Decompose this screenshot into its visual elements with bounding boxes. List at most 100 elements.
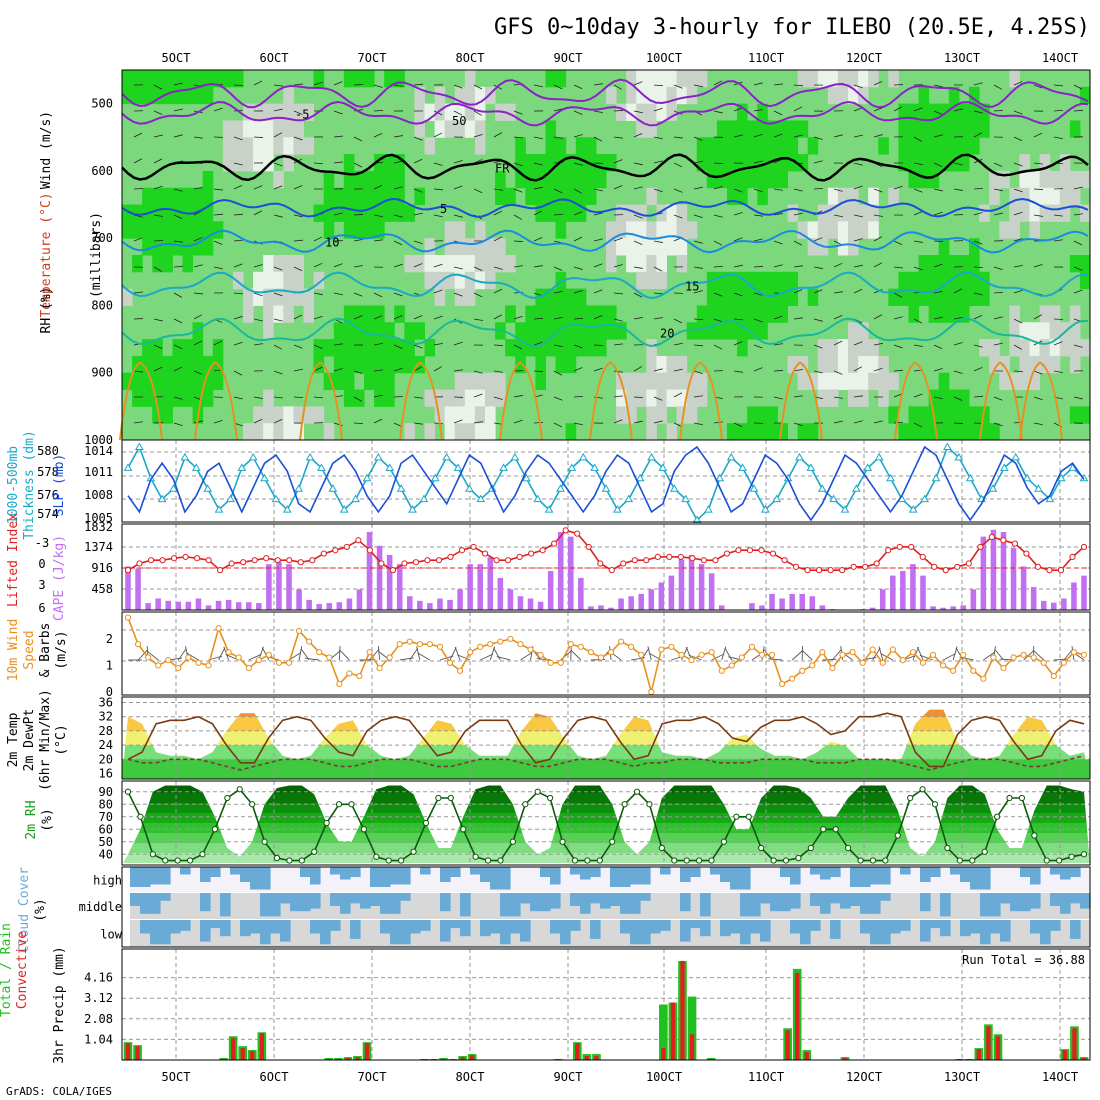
rh-cell: [1029, 372, 1041, 391]
rh-cell: [1039, 187, 1051, 206]
wind-speed-line-point: [597, 654, 605, 661]
rh-cell: [948, 120, 960, 138]
wind-barb: [133, 132, 143, 138]
rh-cell: [616, 406, 627, 424]
cloud-cell: [200, 893, 211, 912]
li-line-point: [804, 567, 811, 574]
y-tick-right: 1014: [84, 444, 113, 458]
wind-barb: [533, 265, 543, 268]
rh-cell: [404, 355, 415, 374]
wind-barb: [373, 239, 383, 242]
rh-cell: [747, 120, 758, 138]
y-tick-right: 1011: [84, 465, 113, 479]
cloud-cell: [260, 893, 271, 917]
li-line-point: [758, 547, 765, 554]
cape-bar: [568, 536, 574, 610]
rh-cell: [273, 406, 284, 424]
rh-cell: [747, 288, 758, 306]
wind-frame: [121, 611, 1091, 696]
rh-cell: [444, 271, 456, 290]
wind-barb: [713, 80, 723, 86]
wind-barb: [1033, 396, 1043, 401]
rh-cell: [384, 355, 395, 374]
wind-barb: [1073, 109, 1084, 112]
cape-bar: [376, 545, 383, 610]
rh-cell: [958, 389, 970, 407]
rh-cell: [364, 187, 375, 206]
wind-barb: [711, 653, 725, 661]
wind-barb: [453, 214, 463, 218]
rh-cell: [626, 238, 637, 256]
wind-barb: [913, 393, 923, 398]
cloud-cell: [650, 920, 661, 934]
wind-speed-line-point: [1040, 659, 1047, 666]
rh-cell: [333, 322, 345, 340]
wind-barb: [433, 132, 443, 138]
rh-line-point: [236, 786, 243, 793]
rh-cell: [364, 305, 375, 323]
rh-cell: [797, 372, 809, 391]
thickness-line-point: [795, 452, 804, 461]
rh-cell: [384, 204, 395, 222]
wind-barb: [493, 132, 503, 138]
wind-barb: [933, 211, 943, 216]
cloud-cell: [390, 920, 401, 945]
wind-barb: [993, 84, 1003, 90]
rh-cell: [283, 137, 294, 155]
wind-barb: [724, 647, 733, 661]
rh-cell: [323, 372, 335, 391]
wind-barb: [573, 162, 583, 166]
rh-cell: [212, 372, 224, 391]
wind-barb: [313, 366, 323, 372]
cloud-cell: [160, 920, 171, 945]
rh-cell: [948, 423, 960, 441]
wind-barb: [173, 240, 183, 243]
cloud-cell: [330, 920, 341, 931]
wind-barb: [153, 344, 163, 349]
x-tick-bottom: 6OCT: [260, 1070, 289, 1084]
thickness-line-point: [1045, 494, 1055, 503]
cape-bar: [869, 607, 876, 610]
rh-cell: [626, 221, 637, 239]
cloud-cell: [280, 893, 291, 904]
cloud-cell: [610, 867, 621, 887]
rh-cell: [364, 355, 375, 374]
rh-cell: [303, 103, 315, 121]
precip-convective-bar: [670, 1002, 676, 1060]
wind-barb: [273, 419, 283, 424]
cape-bar: [356, 589, 363, 610]
cloud-cell: [440, 893, 451, 912]
rh-cell: [777, 305, 788, 323]
cloud-frame: [121, 866, 1091, 948]
rh-cell: [938, 406, 950, 424]
cloud-cell: [1050, 920, 1061, 931]
wind-barb: [733, 188, 743, 193]
wind-barb: [753, 188, 763, 193]
rh-cell: [626, 372, 637, 391]
wind-speed-line-point: [879, 659, 886, 666]
rh-cell: [162, 255, 173, 273]
wind-barb: [520, 651, 533, 661]
rh-cell: [918, 86, 930, 105]
rh-cell: [263, 322, 274, 340]
rh-cell: [918, 423, 930, 441]
rh-cell: [928, 154, 940, 172]
rh-cell: [1079, 406, 1091, 424]
rh-cell: [575, 322, 587, 340]
cloud-cell: [950, 867, 961, 875]
wind-barb: [533, 210, 543, 216]
cloud-cell: [620, 893, 631, 914]
rh-cell: [555, 305, 567, 323]
rh-cell: [192, 339, 204, 357]
wind-barb: [593, 314, 603, 320]
wind-barb: [1033, 188, 1044, 190]
rh-cell: [535, 204, 546, 222]
thickness-line-point: [613, 505, 622, 513]
rh-cell: [999, 170, 1010, 189]
wind-barb: [693, 318, 704, 321]
wind-barb: [193, 340, 203, 346]
rh-cell: [323, 423, 335, 441]
rh-cell: [595, 322, 607, 340]
cloud-cell: [810, 867, 821, 875]
